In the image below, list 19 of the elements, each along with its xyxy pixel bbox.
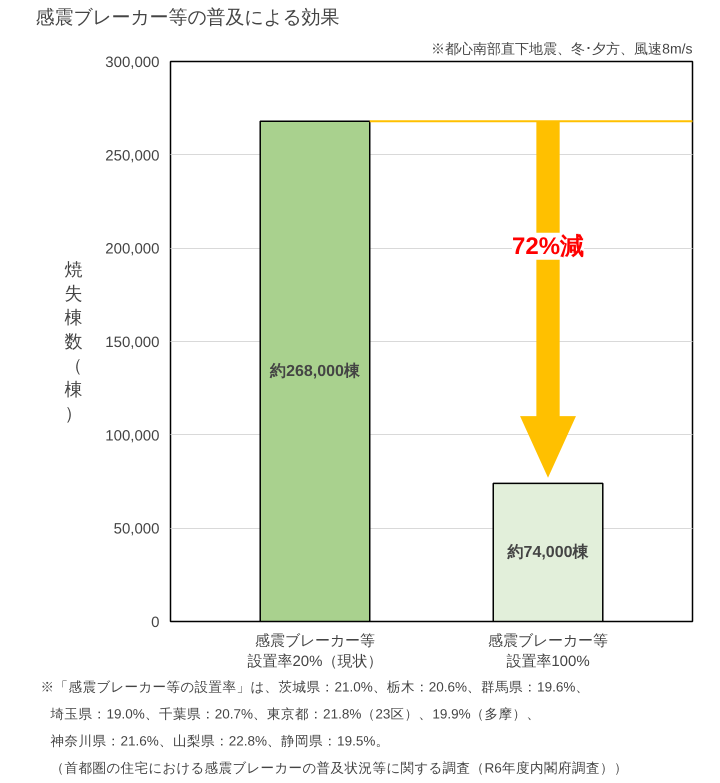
text: （首都圏の住宅における感震ブレーカーの普及状況等に関する調査（R6年度内閣府調査））	[50, 760, 628, 776]
text: 神奈川県：21.6%、山梨県：22.8%、静岡県：19.5%。	[50, 734, 390, 748]
annotation: 72%減	[512, 232, 584, 260]
chart-subtitle: ※都心南部直下地震、冬･夕方、風速8m/s	[431, 40, 693, 56]
y-tick-label: 50,000	[114, 520, 160, 538]
y-tick-label: 300,000	[105, 54, 160, 71]
text: 埼玉県：19.0%、千葉県：20.7%、東京都：21.8%（23区）、19.9%（多摩）、	[50, 706, 541, 722]
y-tick-label: 250,000	[105, 147, 160, 164]
text: ※「感震ブレーカー等の設置率」は、茨城県：21.0%、栃木：20.6%、群馬県：19.6%、	[40, 680, 590, 694]
y-tick-label: 0	[151, 614, 160, 631]
x-tick-label: 感震ブレーカー等設置率100%	[488, 632, 608, 670]
data-label: 約74,000棟	[506, 542, 590, 561]
y-tick-label: 100,000	[105, 427, 160, 444]
y-axis-title: 焼失棟数（棟）	[64, 260, 82, 424]
chart-title: 感震ブレーカー等の普及による効果	[36, 6, 340, 28]
data-label: 約268,000棟	[269, 362, 361, 380]
y-tick-label: 150,000	[105, 334, 160, 351]
x-tick-label: 感震ブレーカー等設置率20%（現状）	[247, 632, 382, 670]
y-tick-label: 200,000	[105, 240, 160, 258]
